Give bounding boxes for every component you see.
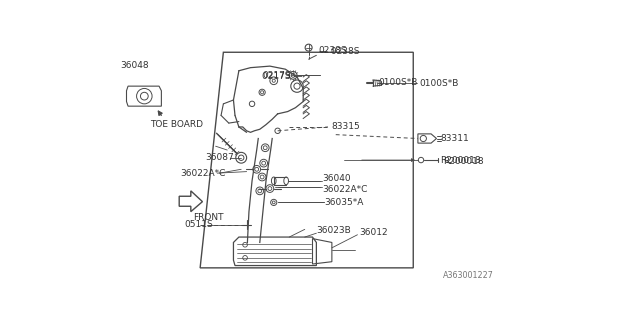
Text: FRONT: FRONT bbox=[193, 212, 223, 221]
Text: 0511S: 0511S bbox=[184, 220, 213, 229]
Text: 36087: 36087 bbox=[205, 153, 234, 162]
Text: — 0238S: — 0238S bbox=[319, 47, 359, 56]
Text: TOE BOARD: TOE BOARD bbox=[150, 120, 203, 129]
Text: 36022A*C: 36022A*C bbox=[322, 185, 367, 194]
Text: 83315: 83315 bbox=[332, 123, 360, 132]
Text: 36023B: 36023B bbox=[316, 227, 351, 236]
Text: 0238S: 0238S bbox=[319, 46, 348, 55]
Text: A363001227: A363001227 bbox=[443, 271, 493, 280]
Text: 36022A*C: 36022A*C bbox=[180, 169, 226, 178]
Text: 36012: 36012 bbox=[359, 228, 388, 237]
Text: 36035*A: 36035*A bbox=[324, 198, 364, 207]
Text: 36048: 36048 bbox=[120, 61, 149, 70]
Text: 36040: 36040 bbox=[322, 174, 351, 183]
Text: 83311: 83311 bbox=[440, 134, 469, 143]
Text: 0100S*B: 0100S*B bbox=[378, 78, 418, 87]
Text: R200018: R200018 bbox=[440, 156, 481, 164]
Text: R200018: R200018 bbox=[443, 157, 483, 166]
Text: 0217S —: 0217S — bbox=[262, 72, 303, 81]
Text: 0100S*B: 0100S*B bbox=[419, 78, 459, 88]
Text: 0217S: 0217S bbox=[262, 71, 291, 80]
